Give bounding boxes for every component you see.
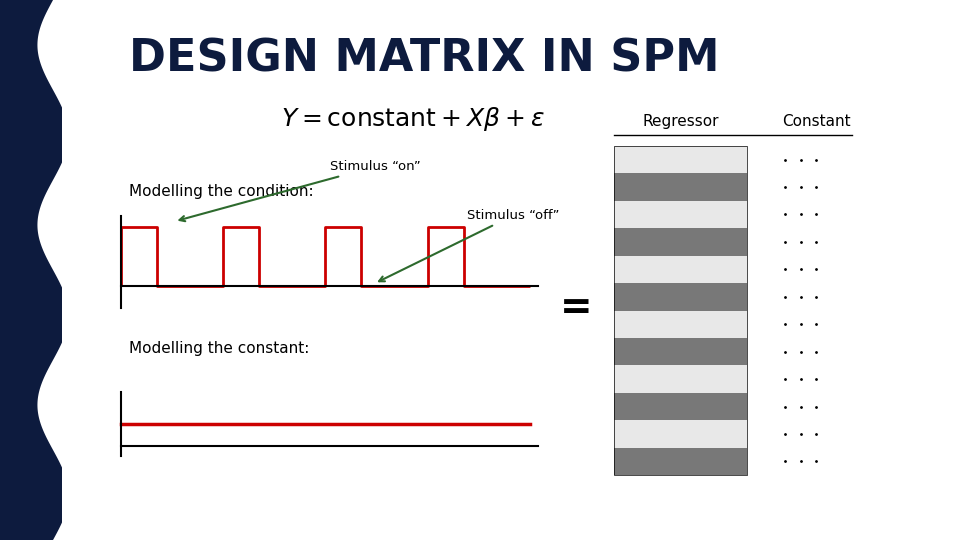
Text: Stimulus “off”: Stimulus “off” — [379, 208, 560, 281]
Polygon shape — [0, 0, 68, 540]
Bar — [613, 146, 747, 173]
Bar — [613, 228, 747, 255]
Bar — [613, 366, 747, 393]
Text: Constant: Constant — [781, 114, 851, 129]
Bar — [613, 283, 747, 310]
Bar — [613, 420, 747, 448]
Bar — [613, 201, 747, 228]
Bar — [613, 146, 747, 475]
Bar — [613, 448, 747, 475]
Text: Regressor: Regressor — [642, 114, 719, 129]
Bar — [613, 338, 747, 366]
Bar — [613, 255, 747, 283]
Text: Stimulus “on”: Stimulus “on” — [180, 160, 420, 221]
Text: $Y = \mathrm{constant} + X\beta + \varepsilon$: $Y = \mathrm{constant} + X\beta + \varep… — [281, 105, 545, 133]
Bar — [613, 393, 747, 420]
Text: =: = — [560, 289, 592, 327]
Text: DESIGN MATRIX IN SPM: DESIGN MATRIX IN SPM — [130, 38, 720, 81]
Bar — [613, 173, 747, 201]
Bar — [613, 310, 747, 338]
Text: Modelling the condition:: Modelling the condition: — [130, 184, 314, 199]
Text: Modelling the constant:: Modelling the constant: — [130, 341, 309, 356]
